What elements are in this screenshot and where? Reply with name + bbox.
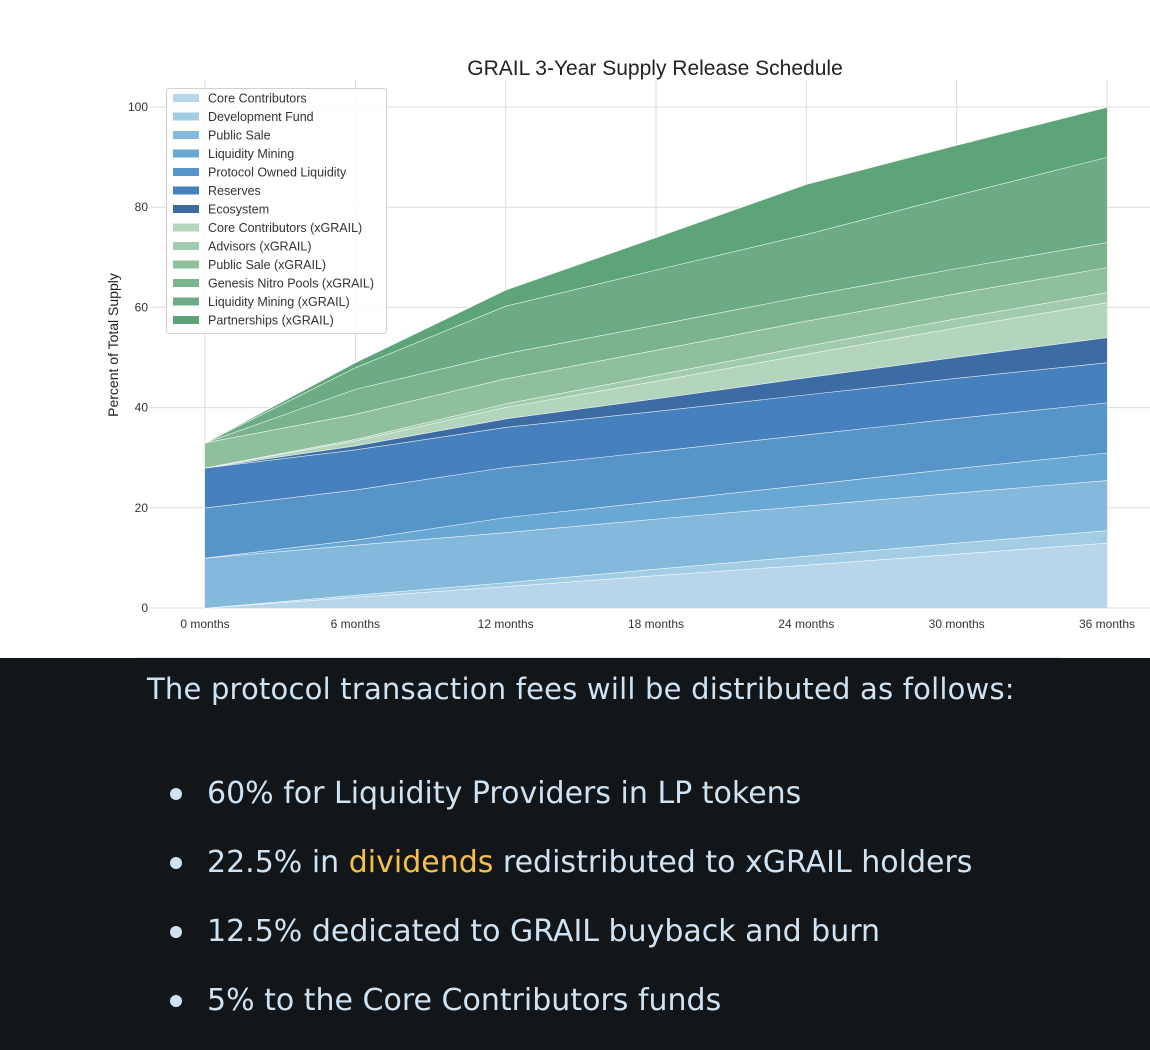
legend-swatch bbox=[173, 131, 199, 139]
legend-swatch bbox=[173, 168, 199, 176]
fee-item-text: 60% for Liquidity Providers in LP tokens bbox=[207, 776, 802, 811]
legend-label: Reserves bbox=[208, 184, 261, 198]
fees-heading: The protocol transaction fees will be di… bbox=[147, 672, 1015, 706]
legend-swatch bbox=[173, 316, 199, 324]
legend-label: Liquidity Mining bbox=[208, 147, 294, 161]
bullet-icon bbox=[170, 857, 182, 869]
legend-label: Partnerships (xGRAIL) bbox=[208, 314, 334, 328]
legend-swatch bbox=[173, 260, 199, 269]
legend-swatch bbox=[173, 94, 199, 102]
area-ecosystem bbox=[205, 337, 1107, 468]
legend-swatch bbox=[173, 242, 199, 250]
legend-swatch bbox=[173, 205, 199, 213]
legend-swatch bbox=[173, 149, 199, 158]
bullet-icon bbox=[170, 788, 182, 800]
area-reserves bbox=[205, 362, 1107, 508]
x-tick-label: 0 months bbox=[180, 617, 229, 631]
legend-label: Public Sale bbox=[208, 129, 271, 143]
legend-label: Advisors (xGRAIL) bbox=[208, 240, 312, 254]
bullet-icon bbox=[170, 926, 182, 938]
y-tick-label: 80 bbox=[135, 200, 149, 214]
legend-swatch bbox=[173, 186, 199, 195]
y-tick-label: 100 bbox=[128, 100, 148, 114]
area-core-contributors-xgrail bbox=[205, 302, 1107, 468]
section-divider bbox=[135, 657, 1060, 658]
legend-label: Protocol Owned Liquidity bbox=[208, 166, 347, 180]
y-tick-label: 20 bbox=[135, 501, 149, 515]
area-protocol-owned-liquidity bbox=[205, 402, 1107, 558]
supply-chart: 0 20 40 60 80 100 0 months 6 months 12 months 18 … bbox=[0, 0, 1150, 658]
bullet-icon bbox=[170, 995, 182, 1007]
legend-swatch bbox=[173, 297, 199, 306]
x-tick-label: 30 months bbox=[929, 617, 985, 631]
area-edge-line bbox=[204, 106, 1108, 444]
legend-label: Public Sale (xGRAIL) bbox=[208, 258, 326, 272]
area-advisors-xgrail bbox=[205, 292, 1107, 468]
x-tick-label: 24 months bbox=[778, 617, 834, 631]
legend: Core Contributors Development Fund Public … bbox=[166, 88, 387, 334]
y-tick-label: 40 bbox=[135, 401, 149, 415]
legend-label: Ecosystem bbox=[208, 203, 269, 217]
legend-swatch bbox=[173, 279, 199, 287]
legend-label: Liquidity Mining (xGRAIL) bbox=[208, 295, 350, 309]
area-public-sale bbox=[205, 480, 1107, 608]
highlight-term: dividends bbox=[348, 845, 494, 880]
legend-label: Genesis Nitro Pools (xGRAIL) bbox=[208, 277, 374, 291]
y-axis-label: Percent of Total Supply bbox=[105, 273, 121, 417]
x-tick-label: 18 months bbox=[628, 617, 684, 631]
legend-label: Core Contributors (xGRAIL) bbox=[208, 221, 362, 235]
chart-svg: 0 20 40 60 80 100 0 months 6 months 12 months 18 … bbox=[105, 57, 1150, 631]
fee-distribution-section: The protocol transaction fees will be di… bbox=[0, 658, 1150, 1038]
x-tick-label: 6 months bbox=[331, 617, 380, 631]
legend-box bbox=[166, 88, 387, 334]
area-partnerships-xgrail bbox=[205, 107, 1107, 443]
fee-list: 60% for Liquidity Providers in LP tokens… bbox=[166, 774, 972, 1050]
legend-label: Development Fund bbox=[208, 110, 314, 124]
fee-item-text: 12.5% dedicated to GRAIL buyback and bur… bbox=[207, 914, 881, 949]
x-tick-label: 12 months bbox=[478, 617, 534, 631]
fee-list-item: 22.5% in dividends redistributed to xGRA… bbox=[166, 843, 972, 912]
legend-label: Core Contributors bbox=[208, 92, 307, 106]
legend-swatch bbox=[173, 112, 199, 121]
fee-item-text: redistributed to xGRAIL holders bbox=[493, 845, 973, 880]
fee-item-text: 22.5% in bbox=[207, 845, 349, 880]
area-liquidity-mining-xgrail bbox=[205, 157, 1107, 443]
fee-list-item: 60% for Liquidity Providers in LP tokens bbox=[166, 774, 972, 843]
y-tick-label: 0 bbox=[141, 601, 148, 615]
fee-item-text: 5% to the Core Contributors funds bbox=[207, 983, 722, 1018]
legend-swatch bbox=[173, 223, 199, 232]
chart-title: GRAIL 3-Year Supply Release Schedule bbox=[467, 57, 843, 80]
area-genesis-nitro-pools-xgrail bbox=[205, 242, 1107, 443]
y-tick-label: 60 bbox=[135, 300, 149, 314]
fee-list-item: 5% to the Core Contributors funds bbox=[166, 981, 972, 1050]
area-liquidity-mining bbox=[205, 452, 1107, 558]
area-public-sale-xgrail bbox=[205, 267, 1107, 468]
fee-list-item: 12.5% dedicated to GRAIL buyback and bur… bbox=[166, 912, 972, 981]
x-tick-label: 36 months bbox=[1079, 617, 1135, 631]
